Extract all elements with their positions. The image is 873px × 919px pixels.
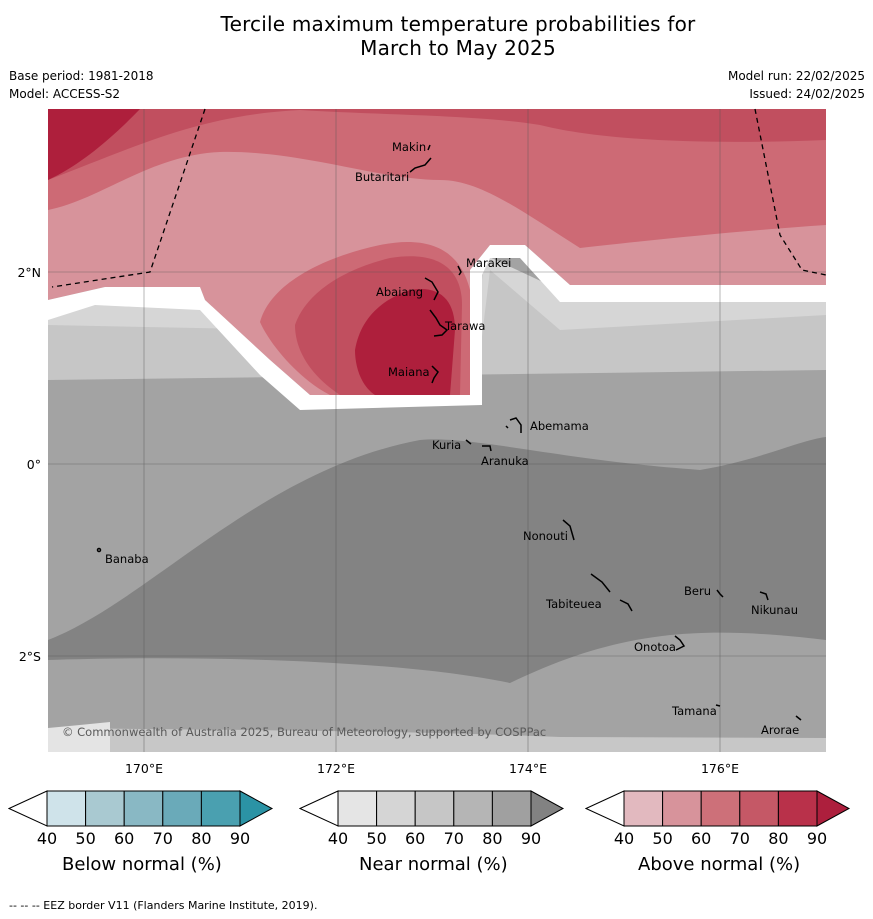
colorbar-tick-label: 70 bbox=[152, 829, 173, 848]
colorbar-tick-label: 90 bbox=[229, 829, 251, 848]
lon-label-174e: 174°E bbox=[509, 761, 547, 776]
copyright-text: © Commonwealth of Australia 2025, Bureau… bbox=[62, 725, 546, 739]
colorbar-swatch bbox=[85, 790, 125, 827]
colorbar-tick-label: 90 bbox=[806, 829, 828, 848]
model-name: Model: ACCESS-S2 bbox=[9, 87, 121, 101]
label-nonouti: Nonouti bbox=[523, 529, 568, 543]
colorbar-over-triangle bbox=[816, 790, 851, 827]
colorbar-tick-label: 80 bbox=[482, 829, 503, 848]
colorbar-over-triangle bbox=[530, 790, 565, 827]
colorbar-under-triangle bbox=[298, 790, 339, 827]
label-banaba: Banaba bbox=[105, 552, 149, 566]
meta-right: Model run: 22/02/2025 Issued: 24/02/2025 bbox=[728, 67, 865, 103]
colorbar-under-triangle bbox=[7, 790, 48, 827]
colorbar-below-swatches bbox=[7, 790, 274, 827]
colorbar-tick-label: 50 bbox=[366, 829, 387, 848]
above-normal-70 bbox=[48, 109, 826, 248]
colorbar-swatch bbox=[453, 790, 493, 827]
label-maiana: Maiana bbox=[388, 365, 430, 379]
colorbar-swatch bbox=[491, 790, 532, 827]
islands bbox=[96, 144, 802, 721]
issued-date: Issued: 24/02/2025 bbox=[749, 87, 865, 101]
colorbar-tick-label: 80 bbox=[191, 829, 212, 848]
colorbar-over-triangle bbox=[239, 790, 274, 827]
colorbar-tick-label: 60 bbox=[405, 829, 426, 848]
colorbar-tick-label: 90 bbox=[520, 829, 542, 848]
eez-border bbox=[51, 108, 827, 288]
label-makin: Makin bbox=[392, 140, 426, 154]
label-marakei: Marakei bbox=[466, 256, 511, 270]
island-labels: Makin Butaritari Marakei Abaiang Tarawa … bbox=[105, 140, 799, 737]
colorbar-swatch bbox=[200, 790, 241, 827]
lon-label-176e: 176°E bbox=[701, 761, 739, 776]
colorbar-swatch bbox=[777, 790, 818, 827]
white-gap bbox=[48, 245, 826, 410]
label-abaiang: Abaiang bbox=[376, 285, 423, 299]
label-tarawa: Tarawa bbox=[444, 319, 485, 333]
colorbar-swatch bbox=[662, 790, 702, 827]
colorbar-near-normal bbox=[298, 790, 571, 831]
colorbar-swatch bbox=[414, 790, 455, 827]
near-normal-60 bbox=[48, 260, 826, 390]
colorbar-tick-label: 60 bbox=[114, 829, 135, 848]
colorbar-under-triangle bbox=[584, 790, 625, 827]
colorbar-above-normal bbox=[584, 790, 857, 831]
above-normal-core-90 bbox=[355, 289, 455, 395]
colorbar-tick-label: 40 bbox=[36, 829, 58, 848]
colorbar-tick-label: 40 bbox=[613, 829, 635, 848]
gridlines bbox=[48, 109, 826, 752]
probability-map: Makin Butaritari Marakei Abaiang Tarawa … bbox=[17, 108, 827, 776]
lat-label-0: 0° bbox=[27, 457, 41, 472]
label-arorae: Arorae bbox=[761, 723, 799, 737]
label-aranuka: Aranuka bbox=[481, 454, 529, 468]
colorbar-tick-label: 70 bbox=[443, 829, 464, 848]
above-normal-90 bbox=[48, 109, 140, 180]
label-tabiteuea: Tabiteuea bbox=[545, 597, 602, 611]
above-normal-80 bbox=[48, 109, 826, 180]
colorbar-swatch bbox=[739, 790, 779, 827]
lat-label-2n: 2°N bbox=[17, 265, 41, 280]
title-line-1: Tercile maximum temperature probabilitie… bbox=[220, 12, 696, 36]
label-tamana: Tamana bbox=[671, 704, 717, 718]
colorbar-swatch bbox=[376, 790, 416, 827]
above-normal-label: Above normal (%) bbox=[638, 854, 801, 875]
label-onotoa: Onotoa bbox=[634, 640, 676, 654]
model-run: Model run: 22/02/2025 bbox=[727, 69, 865, 83]
colorbar-swatch bbox=[162, 790, 202, 827]
title-line-2: March to May 2025 bbox=[360, 36, 556, 60]
colorbar-tick-label: 80 bbox=[768, 829, 789, 848]
colorbar-above-swatches bbox=[584, 790, 851, 827]
colorbar-below-normal bbox=[7, 790, 280, 831]
colorbar-tick-label: 60 bbox=[691, 829, 712, 848]
near-normal-south-band bbox=[48, 728, 826, 752]
base-period: Base period: 1981-2018 bbox=[9, 69, 154, 83]
colorbar-swatch bbox=[623, 790, 664, 827]
label-kuria: Kuria bbox=[432, 438, 461, 452]
axis-labels: 170°E 172°E 174°E 176°E 2°N 0° 2°S bbox=[17, 265, 739, 776]
colorbar-swatch bbox=[123, 790, 164, 827]
meta-left: Base period: 1981-2018 Model: ACCESS-S2 bbox=[9, 67, 154, 103]
chart-title: Tercile maximum temperature probabilitie… bbox=[0, 12, 873, 60]
colorbar-tick-label: 50 bbox=[652, 829, 673, 848]
colorbar-tick-label: 50 bbox=[75, 829, 96, 848]
label-beru: Beru bbox=[684, 584, 711, 598]
below-normal-label: Below normal (%) bbox=[62, 854, 222, 875]
lat-label-2s: 2°S bbox=[19, 649, 41, 664]
near-normal-90 bbox=[48, 437, 826, 683]
colorbar-tick-label: 40 bbox=[327, 829, 349, 848]
eez-footnote: -- -- -- EEZ border V11 (Flanders Marine… bbox=[9, 899, 318, 912]
near-normal-label: Near normal (%) bbox=[359, 854, 508, 875]
label-abemama: Abemama bbox=[530, 419, 589, 433]
lon-label-170e: 170°E bbox=[125, 761, 163, 776]
near-normal-40 bbox=[48, 722, 110, 752]
label-nikunau: Nikunau bbox=[751, 603, 798, 617]
colorbar-tick-label: 70 bbox=[729, 829, 750, 848]
colorbar-near-swatches bbox=[298, 790, 565, 827]
probability-fields bbox=[48, 109, 826, 752]
colorbar-swatch bbox=[700, 790, 741, 827]
colorbar-swatch bbox=[46, 790, 87, 827]
lon-label-172e: 172°E bbox=[317, 761, 355, 776]
colorbar-swatch bbox=[337, 790, 378, 827]
label-butaritari: Butaritari bbox=[355, 170, 409, 184]
